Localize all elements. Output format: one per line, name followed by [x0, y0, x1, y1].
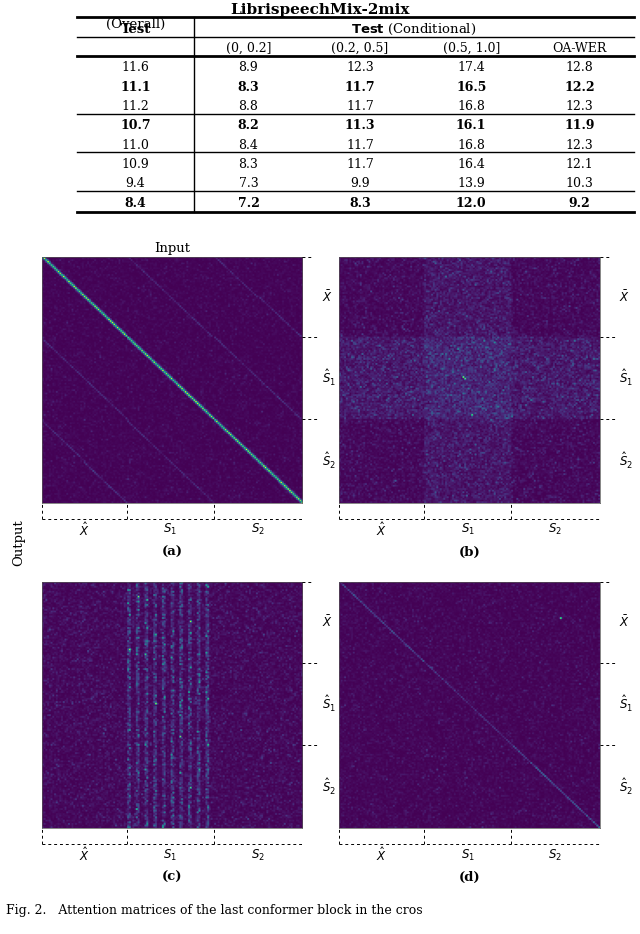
Text: 11.3: 11.3 — [344, 120, 375, 133]
Text: 8.9: 8.9 — [239, 62, 259, 74]
Text: $\hat{S}_1$: $\hat{S}_1$ — [619, 368, 633, 389]
Text: $\hat{X}$: $\hat{X}$ — [376, 521, 387, 539]
Text: 7.3: 7.3 — [239, 177, 259, 191]
Text: Input: Input — [154, 242, 190, 255]
Text: 8.4: 8.4 — [239, 138, 259, 151]
Text: $\hat{S}_1$: $\hat{S}_1$ — [323, 368, 337, 389]
Text: $S_1$: $S_1$ — [461, 522, 475, 537]
Text: (0, 0.2]: (0, 0.2] — [226, 42, 271, 55]
Text: $\hat{S}_2$: $\hat{S}_2$ — [619, 451, 633, 471]
Text: $\hat{S}_1$: $\hat{S}_1$ — [619, 694, 633, 714]
Text: 17.4: 17.4 — [458, 62, 485, 74]
Text: $\hat{X}$: $\hat{X}$ — [79, 846, 90, 864]
Text: (0.5, 1.0]: (0.5, 1.0] — [442, 42, 500, 55]
Text: (Overall): (Overall) — [106, 18, 165, 31]
Text: 11.1: 11.1 — [120, 80, 151, 93]
Text: $\bar{X}$: $\bar{X}$ — [323, 290, 333, 304]
Text: OA-WER: OA-WER — [552, 42, 607, 55]
Text: LibrispeechMix-2mix: LibrispeechMix-2mix — [230, 3, 410, 17]
Text: 10.9: 10.9 — [122, 158, 150, 171]
Text: $S_2$: $S_2$ — [251, 848, 265, 863]
Text: Test: Test — [120, 23, 150, 36]
Text: 16.1: 16.1 — [456, 120, 486, 133]
Text: 11.7: 11.7 — [346, 100, 374, 113]
Text: 16.8: 16.8 — [457, 138, 485, 151]
Text: 8.8: 8.8 — [239, 100, 259, 113]
Text: 12.3: 12.3 — [346, 62, 374, 74]
Text: 11.7: 11.7 — [346, 158, 374, 171]
Text: 11.2: 11.2 — [122, 100, 150, 113]
Text: $\hat{S}_2$: $\hat{S}_2$ — [323, 776, 337, 797]
Text: 16.5: 16.5 — [456, 80, 486, 93]
Text: $S_1$: $S_1$ — [163, 522, 177, 537]
Text: 9.9: 9.9 — [350, 177, 370, 191]
Text: 12.1: 12.1 — [566, 158, 593, 171]
Text: 12.0: 12.0 — [456, 197, 486, 209]
Text: (c): (c) — [161, 871, 182, 884]
Text: (0.2, 0.5]: (0.2, 0.5] — [332, 42, 388, 55]
Text: $\bar{X}$: $\bar{X}$ — [619, 290, 630, 304]
Text: 13.9: 13.9 — [458, 177, 485, 191]
Text: 12.3: 12.3 — [566, 100, 593, 113]
Text: $\bar{X}$: $\bar{X}$ — [323, 615, 333, 630]
Text: 9.4: 9.4 — [125, 177, 145, 191]
Text: 12.2: 12.2 — [564, 80, 595, 93]
Text: $\hat{S}_1$: $\hat{S}_1$ — [323, 694, 337, 714]
Text: 8.3: 8.3 — [237, 80, 259, 93]
Text: 16.4: 16.4 — [457, 158, 485, 171]
Text: $S_2$: $S_2$ — [548, 848, 563, 863]
Text: (a): (a) — [161, 545, 182, 559]
Text: $\bar{X}$: $\bar{X}$ — [619, 615, 630, 630]
Text: 12.8: 12.8 — [566, 62, 593, 74]
Text: 10.7: 10.7 — [120, 120, 151, 133]
Text: Fig. 2.   Attention matrices of the last conformer block in the cros: Fig. 2. Attention matrices of the last c… — [6, 904, 423, 917]
Text: 8.2: 8.2 — [237, 120, 259, 133]
Text: 11.6: 11.6 — [122, 62, 150, 74]
Text: 16.8: 16.8 — [457, 100, 485, 113]
Text: $S_2$: $S_2$ — [548, 522, 563, 537]
Text: $\hat{X}$: $\hat{X}$ — [376, 846, 387, 864]
Text: 9.2: 9.2 — [568, 197, 590, 209]
Text: 7.2: 7.2 — [237, 197, 259, 209]
Text: $S_1$: $S_1$ — [163, 848, 177, 863]
Text: $\hat{S}_2$: $\hat{S}_2$ — [323, 451, 337, 471]
Text: (d): (d) — [459, 871, 480, 884]
Text: 8.3: 8.3 — [349, 197, 371, 209]
Text: 12.3: 12.3 — [566, 138, 593, 151]
Text: $\mathbf{Test}$ (Conditional): $\mathbf{Test}$ (Conditional) — [351, 21, 477, 36]
Text: 11.9: 11.9 — [564, 120, 595, 133]
Text: 8.3: 8.3 — [239, 158, 259, 171]
Text: 8.4: 8.4 — [125, 197, 147, 209]
Text: Output: Output — [13, 519, 26, 566]
Text: 11.0: 11.0 — [122, 138, 150, 151]
Text: 11.7: 11.7 — [346, 138, 374, 151]
Text: $S_1$: $S_1$ — [461, 848, 475, 863]
Text: 11.7: 11.7 — [344, 80, 375, 93]
Text: 10.3: 10.3 — [566, 177, 593, 191]
Text: (b): (b) — [459, 545, 480, 559]
Text: $\hat{S}_2$: $\hat{S}_2$ — [619, 776, 633, 797]
Text: $S_2$: $S_2$ — [251, 522, 265, 537]
Text: $\hat{X}$: $\hat{X}$ — [79, 521, 90, 539]
